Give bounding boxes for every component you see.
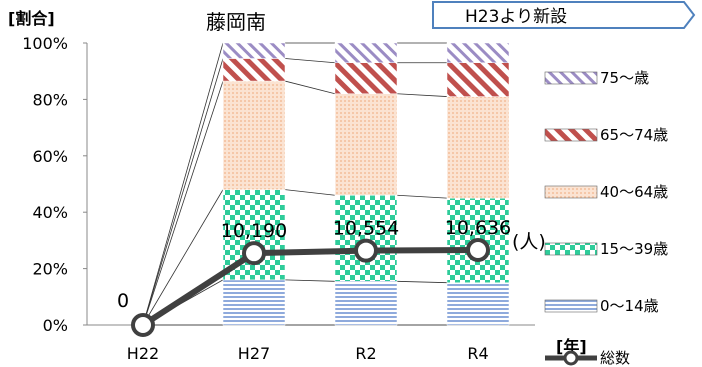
connector-line: [284, 58, 336, 64]
bar-segment: [222, 279, 286, 326]
legend-line-marker: [563, 350, 579, 366]
total-line-group: 0 10,190 10,554 10,636: [117, 217, 511, 337]
connector-line: [142, 58, 224, 326]
legend-swatch: [544, 71, 598, 85]
total-data-label: 0: [117, 290, 129, 312]
legend-swatch: [544, 185, 598, 199]
y-axis-title: [割合]: [8, 9, 55, 28]
bar-segment: [446, 62, 510, 97]
legend-label: 15～39歳: [600, 240, 668, 258]
bar-segment: [446, 282, 510, 326]
bar-segment: [334, 62, 398, 95]
bar-segment: [334, 195, 398, 282]
bar-segment: [222, 80, 286, 190]
legend-swatch: [544, 299, 598, 313]
connector-line: [142, 80, 224, 326]
total-line: [141, 247, 479, 328]
bar-segment: [446, 96, 510, 199]
x-tick-label: H27: [238, 344, 270, 363]
connector-line: [396, 280, 448, 284]
legend-label: 0～14歳: [600, 297, 659, 315]
note-callout-text: H23より新設: [465, 7, 567, 27]
total-data-label: 10,554: [333, 218, 399, 240]
total-marker: [466, 238, 490, 263]
connector-line: [396, 194, 448, 199]
bar-segment: [446, 42, 510, 63]
total-data-label: 10,636: [445, 217, 511, 239]
legend-label: 40～64歳: [600, 183, 668, 201]
y-tick-label: 60%: [32, 147, 68, 166]
y-tick-group: 0% 20% 40% 60% 80% 100%: [22, 34, 87, 335]
connector-line: [396, 93, 448, 97]
bar-group: [222, 42, 510, 326]
bar-segment: [334, 42, 398, 63]
legend-swatch: [544, 242, 598, 256]
y-tick-label: 100%: [22, 34, 68, 53]
y-tick-label: 20%: [32, 260, 68, 279]
note-callout-shape: [432, 1, 696, 29]
x-tick-label: H22: [127, 344, 159, 363]
x-tick-label: R2: [355, 344, 376, 363]
x-tick-label: R4: [467, 344, 488, 363]
x-axis-title: [年]: [556, 337, 587, 356]
bar-segment: [334, 281, 398, 326]
chart-title: 藤岡南: [206, 10, 266, 34]
bar-segment: [222, 58, 286, 82]
legend-label: 75～歳: [600, 69, 649, 87]
stack-connector-lines: [142, 42, 448, 326]
connector-line: [142, 189, 224, 326]
total-marker: [131, 313, 155, 337]
legend-label: 総数: [600, 349, 630, 367]
bar-segment: [222, 42, 286, 59]
connector-line: [284, 189, 336, 196]
total-marker: [242, 241, 266, 266]
legend-swatch: [544, 128, 598, 142]
connector-line: [142, 42, 224, 326]
y-tick-label: 0%: [43, 316, 68, 335]
total-data-label: 10,190: [221, 220, 287, 242]
unit-label: (人): [512, 231, 546, 253]
connector-line: [284, 80, 336, 95]
x-tick-group: H22 H27 R2 R4: [127, 344, 489, 363]
y-tick-label: 80%: [32, 90, 68, 109]
y-tick-label: 40%: [32, 203, 68, 222]
total-marker: [354, 238, 378, 263]
legend-label: 65～74歳: [600, 126, 668, 144]
connector-line: [284, 279, 336, 282]
bar-segment: [334, 93, 398, 196]
